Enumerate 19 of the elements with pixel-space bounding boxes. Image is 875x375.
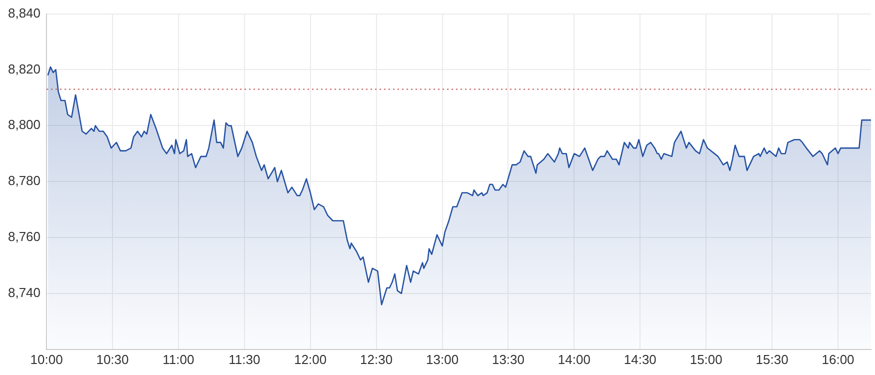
y-tick-label: 8,800 xyxy=(8,117,41,132)
x-tick-label: 10:00 xyxy=(30,352,63,367)
x-tick-label: 12:30 xyxy=(360,352,393,367)
y-tick-label: 8,820 xyxy=(8,61,41,76)
x-tick-label: 16:00 xyxy=(822,352,854,367)
y-tick-label: 8,780 xyxy=(8,173,41,188)
y-tick-label: 8,740 xyxy=(8,285,41,300)
y-tick-label: 8,760 xyxy=(8,229,41,244)
x-tick-label: 14:00 xyxy=(558,352,590,367)
x-tick-label: 10:30 xyxy=(96,352,129,367)
y-tick-label: 8,840 xyxy=(8,5,41,20)
x-tick-label: 13:30 xyxy=(492,352,525,367)
x-tick-label: 13:00 xyxy=(426,352,459,367)
x-tick-label: 11:30 xyxy=(228,352,260,367)
x-tick-label: 15:00 xyxy=(690,352,722,367)
x-tick-label: 15:30 xyxy=(756,352,788,367)
x-tick-label: 12:00 xyxy=(294,352,327,367)
x-tick-label: 11:00 xyxy=(162,352,194,367)
x-tick-label: 14:30 xyxy=(624,352,656,367)
